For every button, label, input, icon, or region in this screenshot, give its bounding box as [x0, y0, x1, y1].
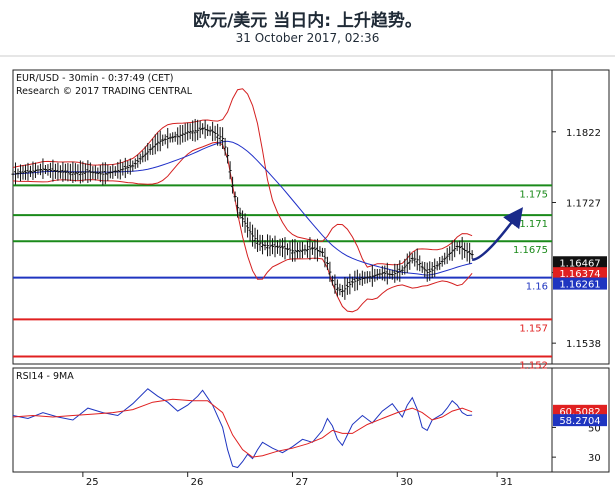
rsi-tag-box	[553, 404, 607, 417]
y-tick-label: 1.1538	[566, 339, 601, 350]
price-tag-box	[553, 277, 607, 290]
x-tick-label: 31	[500, 477, 513, 488]
forecast-arrow	[471, 207, 523, 262]
x-tick-label: 30	[400, 477, 413, 488]
price-tag-label: 1.16467	[559, 258, 600, 269]
price-tag-box	[553, 256, 607, 269]
rsi-tag-label: 60.5082	[559, 407, 600, 418]
level-label: 1.152	[519, 361, 548, 372]
level-label: 1.16	[526, 282, 548, 293]
chart-copyright: Research © 2017 TRADING CENTRAL	[16, 86, 193, 97]
level-label: 1.1675	[513, 245, 548, 256]
rsi-tick-label: 50	[588, 423, 601, 434]
level-label: 1.171	[519, 219, 548, 230]
header-divider	[0, 55, 615, 57]
price-chart: EUR/USD - 30min - 0:37:49 (CET) Research …	[11, 69, 610, 488]
rsi-tag-label: 58.2704	[559, 416, 600, 427]
level-label: 1.175	[519, 189, 548, 200]
chart-title: EUR/USD - 30min - 0:37:49 (CET)	[16, 73, 174, 84]
y-tick-label: 1.1822	[566, 128, 601, 139]
bollinger-lower-band	[12, 141, 473, 313]
moving-average-line	[12, 140, 473, 276]
candles-group	[11, 118, 474, 300]
rsi-panel-frame	[12, 367, 610, 473]
x-tick-label: 25	[86, 477, 99, 488]
rsi-ma-line	[12, 398, 473, 458]
y-tick-label: 1.1727	[566, 198, 601, 209]
x-tick-label: 26	[191, 477, 204, 488]
page-title: 欧元/美元 当日内: 上升趋势。	[193, 11, 422, 31]
price-tag-box	[553, 267, 607, 280]
price-tag-label: 1.16261	[559, 280, 600, 291]
level-label: 1.157	[519, 323, 548, 334]
x-tick-label: 27	[295, 477, 308, 488]
rsi-tag-box	[553, 414, 607, 427]
rsi-tick-label: 30	[588, 453, 601, 464]
page-timestamp: 31 October 2017, 02:36	[235, 31, 380, 45]
bollinger-upper-band	[12, 88, 473, 268]
price-tag-label: 1.16374	[559, 269, 600, 280]
rsi-title: RSI14 - 9MA	[16, 371, 74, 382]
page-header: 欧元/美元 当日内: 上升趋势。 31 October 2017, 02:36	[0, 0, 615, 58]
